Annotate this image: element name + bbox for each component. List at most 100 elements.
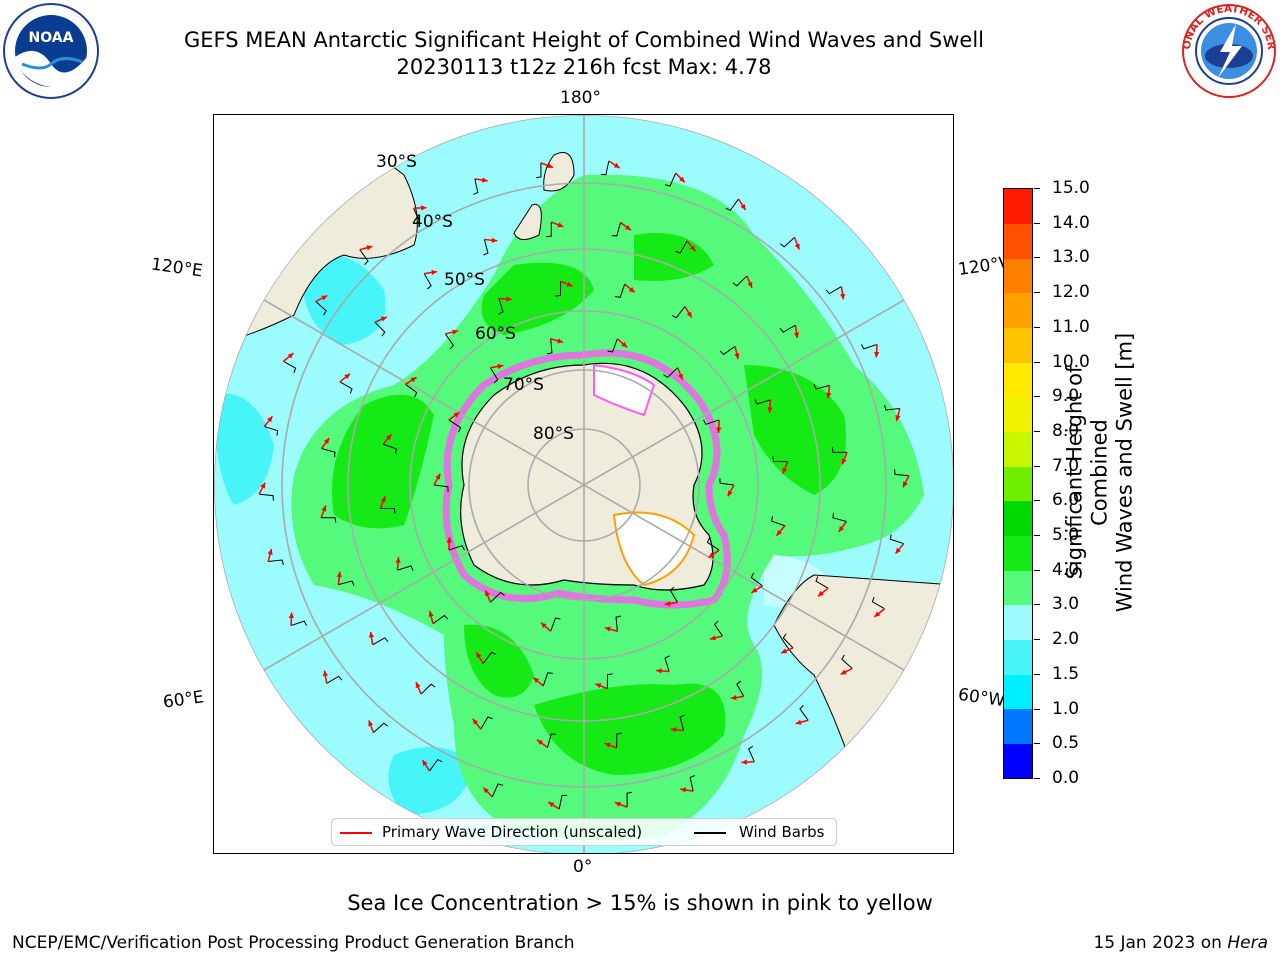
wave-arrow-head <box>566 281 573 287</box>
wind-barb <box>871 596 885 610</box>
wind-barb <box>626 791 633 808</box>
colorbar-tick-label: 13.0 <box>1052 247 1090 268</box>
wind-barb <box>413 208 420 225</box>
colorbar-tick <box>1034 257 1040 259</box>
wind-barb <box>359 249 369 265</box>
wave-arrow-head <box>656 668 662 674</box>
colorbar-tick-label: 7.0 <box>1052 455 1080 476</box>
wave-arrow-head <box>321 505 327 512</box>
lat-label-70s: 70°S <box>503 375 544 395</box>
wind-barb <box>555 281 562 297</box>
wave-arrow-head <box>751 587 758 593</box>
barb-legend-label: Wind Barbs <box>739 823 825 841</box>
wind-barb <box>719 478 735 486</box>
wind-barb <box>535 162 542 179</box>
wave-direction-arrows <box>258 160 910 810</box>
wave-arrow-head <box>826 392 832 399</box>
colorbar-tick <box>1034 361 1040 363</box>
wave-arrow-head <box>604 626 611 632</box>
wave-arrow-head <box>287 353 294 359</box>
wave-arrow-head <box>267 548 273 555</box>
colorbar-tick <box>1034 222 1040 224</box>
wave-arrow-head <box>793 332 800 339</box>
wave-arrow-head <box>491 237 498 243</box>
wave-arrow-head <box>621 341 628 348</box>
wave-arrow-head <box>497 363 504 369</box>
wind-barb <box>483 239 489 256</box>
wave-arrow-head <box>874 351 880 358</box>
wave-arrow-head <box>613 162 620 169</box>
wind-barb <box>480 716 493 730</box>
footer-date: 15 Jan 2023 on Hera <box>1093 933 1268 953</box>
wind-barb <box>825 286 842 295</box>
footer-date-text: 15 Jan 2023 on <box>1093 933 1228 953</box>
wind-barb <box>703 419 720 425</box>
wave-arrow-head <box>368 631 375 638</box>
wave-arrow-head <box>540 622 547 629</box>
wave-arrow-head <box>680 787 687 793</box>
wind-barb <box>706 537 720 551</box>
wind-barb <box>405 383 418 398</box>
wind-barb <box>373 722 389 733</box>
wind-barb <box>894 469 909 477</box>
wind-barb <box>615 283 626 298</box>
colorbar-segment <box>1004 327 1032 363</box>
colorbar-tick <box>1034 604 1040 606</box>
lon-label-120e: 120°E <box>149 254 204 282</box>
colorbar-segment <box>1004 604 1032 640</box>
colorbar-tick-label: 5.0 <box>1052 525 1080 546</box>
footer-machine: Hera <box>1227 933 1268 953</box>
wave-arrow-head <box>895 547 901 554</box>
colorbar-tick <box>1034 396 1040 398</box>
wind-barb <box>754 399 771 405</box>
wave-arrow-head <box>421 205 427 211</box>
wind-barb <box>420 683 436 695</box>
wave-arrow-head <box>767 407 773 413</box>
map-panel <box>213 114 954 854</box>
colorbar-segment <box>1004 743 1032 779</box>
colorbar-tick-label: 14.0 <box>1052 212 1090 233</box>
colorbar-tick <box>1034 569 1040 571</box>
colorbar-segment <box>1004 535 1032 571</box>
wave-arrow-head <box>322 670 328 677</box>
colorbar-segment <box>1004 258 1032 294</box>
colorbar-tick <box>1034 639 1040 641</box>
wave-arrow-head <box>428 610 434 617</box>
colorbar-segment <box>1004 396 1032 433</box>
wind-barb <box>889 534 904 545</box>
wave-arrow-head <box>537 739 543 746</box>
colorbar-tick <box>1034 743 1040 745</box>
wave-arrow-head <box>366 245 373 251</box>
wave-arrow-head <box>595 683 602 689</box>
wind-barb <box>831 447 847 453</box>
wave-arrow-head <box>336 571 342 578</box>
wave-legend-swatch <box>340 832 372 834</box>
wind-barb <box>321 517 337 523</box>
wave-arrow-head <box>747 281 753 288</box>
wave-arrow-head <box>323 438 330 444</box>
wind-barb <box>380 507 396 514</box>
wave-arrow-head <box>288 612 294 619</box>
wave-arrow-head <box>368 720 374 727</box>
colorbar-tick <box>1034 778 1040 779</box>
wave-arrow-head <box>776 529 783 536</box>
wind-barb <box>547 733 557 748</box>
colorbar-tick-label: 10.0 <box>1052 351 1090 372</box>
colorbar-tick-label: 9.0 <box>1052 386 1080 407</box>
wind-barb <box>615 615 622 632</box>
colorbar-tick-label: 1.5 <box>1052 663 1080 684</box>
colorbar-tick <box>1034 188 1040 189</box>
colorbar-segment <box>1004 639 1032 675</box>
wind-barb <box>799 705 809 721</box>
wave-arrow-head <box>260 482 266 489</box>
wave-arrow-head <box>604 742 611 748</box>
wind-barb <box>815 576 829 589</box>
colorbar-segment <box>1004 431 1032 467</box>
wind-barb <box>542 672 553 687</box>
wind-barb <box>679 714 685 731</box>
wave-arrow-head <box>781 648 788 654</box>
wind-barb <box>432 614 449 625</box>
colorbar-segment <box>1004 570 1032 606</box>
wind-barb <box>616 732 622 748</box>
wave-arrow-head <box>740 204 746 210</box>
